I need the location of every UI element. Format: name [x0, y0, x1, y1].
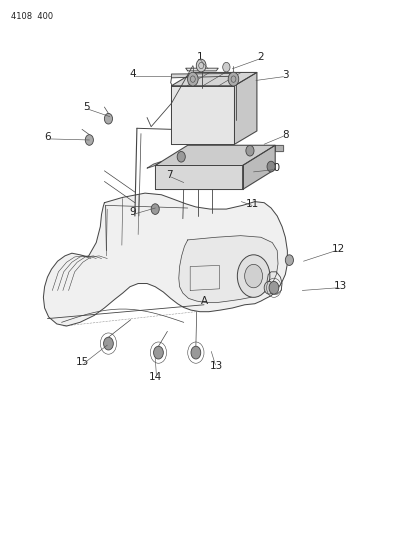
Polygon shape — [179, 236, 278, 303]
Polygon shape — [275, 146, 283, 151]
Text: A: A — [200, 296, 208, 306]
Circle shape — [191, 346, 201, 359]
Text: 2: 2 — [257, 52, 264, 61]
Polygon shape — [171, 72, 257, 86]
Text: 15: 15 — [75, 357, 89, 367]
Text: 12: 12 — [332, 244, 345, 254]
Text: 7: 7 — [166, 170, 173, 180]
Polygon shape — [171, 86, 235, 144]
Text: 6: 6 — [44, 132, 51, 142]
Circle shape — [267, 161, 275, 172]
Text: 13: 13 — [334, 281, 347, 291]
Text: 1: 1 — [197, 52, 203, 61]
Polygon shape — [147, 161, 162, 168]
Polygon shape — [155, 165, 243, 189]
Circle shape — [85, 135, 93, 146]
Polygon shape — [190, 265, 220, 290]
Text: 3: 3 — [282, 70, 288, 80]
Circle shape — [196, 59, 206, 72]
Polygon shape — [43, 193, 287, 326]
Circle shape — [177, 151, 185, 162]
Text: 10: 10 — [267, 163, 280, 173]
Text: 11: 11 — [246, 199, 259, 209]
Circle shape — [104, 337, 113, 350]
Circle shape — [264, 281, 274, 294]
Text: 5: 5 — [83, 102, 89, 112]
Circle shape — [285, 255, 293, 265]
Text: 4108  400: 4108 400 — [11, 12, 53, 21]
Circle shape — [245, 264, 263, 288]
Circle shape — [188, 72, 198, 86]
Polygon shape — [186, 68, 218, 71]
Text: 9: 9 — [129, 207, 136, 217]
Text: 4: 4 — [129, 69, 136, 79]
Circle shape — [246, 146, 254, 156]
Circle shape — [151, 204, 159, 214]
Circle shape — [237, 255, 270, 297]
Circle shape — [269, 281, 279, 294]
Circle shape — [228, 72, 239, 86]
Circle shape — [223, 62, 230, 72]
Text: 13: 13 — [210, 361, 223, 372]
Text: 14: 14 — [149, 372, 162, 382]
Text: 8: 8 — [282, 130, 288, 140]
Circle shape — [153, 346, 163, 359]
Polygon shape — [235, 72, 257, 144]
Polygon shape — [155, 146, 275, 165]
Polygon shape — [243, 146, 275, 189]
Circle shape — [104, 114, 113, 124]
Polygon shape — [171, 74, 236, 78]
